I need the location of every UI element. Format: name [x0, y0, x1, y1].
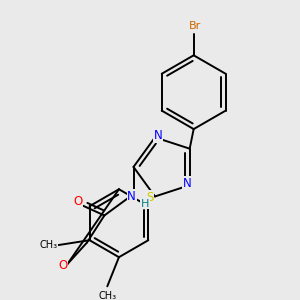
Text: CH₃: CH₃ — [40, 240, 58, 250]
Text: O: O — [58, 260, 67, 272]
Text: Br: Br — [188, 21, 201, 31]
Text: O: O — [74, 195, 83, 208]
Text: N: N — [182, 177, 191, 190]
Text: N: N — [127, 190, 136, 202]
Text: H: H — [141, 199, 149, 209]
Text: N: N — [154, 129, 162, 142]
Text: CH₃: CH₃ — [98, 291, 116, 300]
Text: S: S — [146, 191, 154, 204]
